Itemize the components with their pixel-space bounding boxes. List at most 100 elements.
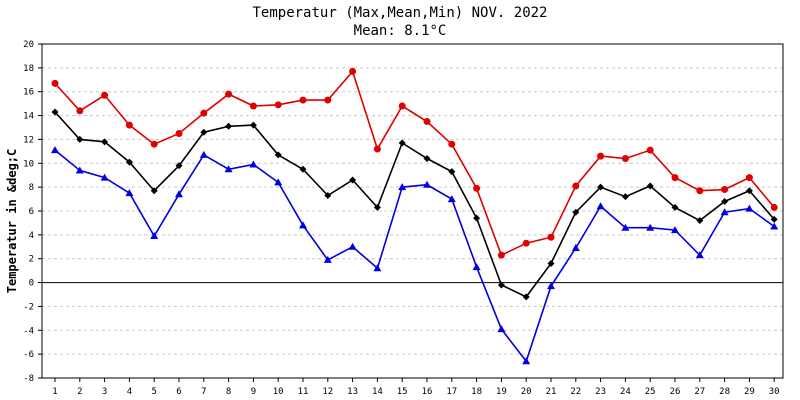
x-tick-label: 22 xyxy=(570,387,581,397)
x-tick-label: 5 xyxy=(151,387,156,397)
data-point xyxy=(51,79,59,87)
plot-frame xyxy=(41,43,784,379)
data-point xyxy=(522,239,530,247)
data-point xyxy=(522,357,531,365)
data-point xyxy=(150,140,158,148)
x-tick-label: 19 xyxy=(496,387,507,397)
data-point xyxy=(621,155,629,163)
data-point xyxy=(720,208,729,216)
data-point xyxy=(745,174,753,182)
x-tick-label: 2 xyxy=(77,387,82,397)
data-point xyxy=(572,182,580,190)
data-point xyxy=(373,145,381,153)
data-point xyxy=(721,186,729,194)
y-tick-label: -2 xyxy=(23,302,34,312)
data-point xyxy=(572,208,580,216)
x-tick-label: 24 xyxy=(620,387,631,397)
data-point xyxy=(473,214,481,222)
data-point xyxy=(299,221,307,229)
data-point xyxy=(51,108,59,116)
data-point xyxy=(101,91,109,99)
data-point xyxy=(224,165,233,173)
data-point xyxy=(101,138,109,146)
x-tick-label: 10 xyxy=(273,387,284,397)
y-tick-label: 4 xyxy=(29,231,34,241)
data-point xyxy=(76,135,84,143)
data-point xyxy=(770,203,778,211)
series-line-2 xyxy=(54,149,775,363)
x-tick-label: 4 xyxy=(127,387,132,397)
y-axis-label: Temperatur in &deg;C xyxy=(5,149,19,294)
data-point xyxy=(621,193,629,201)
data-point xyxy=(349,176,357,184)
data-point xyxy=(199,150,208,158)
x-tick-label: 12 xyxy=(322,387,333,397)
x-tick-label: 3 xyxy=(102,387,107,397)
x-tick-label: 16 xyxy=(422,387,433,397)
y-tick-label: 0 xyxy=(29,279,34,289)
data-point xyxy=(671,226,679,234)
chart-subtitle: Mean: 8.1°C xyxy=(353,23,447,39)
chart-title: Temperatur (Max,Mean,Min) NOV. 2022 xyxy=(252,5,548,21)
data-point xyxy=(497,281,505,289)
y-tick-label: -6 xyxy=(23,350,34,360)
y-tick-label: -4 xyxy=(23,326,34,336)
data-point xyxy=(274,151,282,159)
data-point xyxy=(249,121,257,129)
x-tick-label: 17 xyxy=(446,387,457,397)
data-point xyxy=(249,102,257,110)
data-point xyxy=(324,96,332,104)
data-point xyxy=(373,264,382,272)
data-point xyxy=(373,203,381,211)
series-line-1 xyxy=(54,111,775,298)
series-line-0 xyxy=(54,69,775,257)
x-tick-label: 20 xyxy=(521,387,532,397)
data-point xyxy=(497,325,506,333)
data-point xyxy=(621,223,630,231)
data-point xyxy=(597,183,605,191)
data-point xyxy=(597,152,605,160)
x-tick-label: 14 xyxy=(372,387,383,397)
data-point xyxy=(398,139,406,147)
data-point xyxy=(175,129,183,137)
data-point xyxy=(745,187,753,195)
data-point xyxy=(398,102,406,110)
data-point xyxy=(125,158,133,166)
x-tick-label: 1 xyxy=(52,387,57,397)
y-tick-label: 2 xyxy=(29,255,34,265)
data-point xyxy=(51,146,59,154)
data-point xyxy=(448,140,456,148)
data-point xyxy=(472,263,481,271)
y-tick-label: 18 xyxy=(23,64,34,74)
x-tick-label: 21 xyxy=(546,387,557,397)
data-point xyxy=(274,101,282,109)
y-tick-label: 14 xyxy=(23,112,34,122)
y-axis-ticks: -8 -6 -4 -2 0 2 4 6 8 10 12 14 16 18 20 xyxy=(23,40,42,384)
data-point xyxy=(423,155,431,163)
data-point xyxy=(100,173,109,181)
y-tick-label: 6 xyxy=(29,207,34,217)
data-point xyxy=(274,178,283,186)
data-point xyxy=(324,191,332,199)
x-tick-label: 28 xyxy=(719,387,730,397)
x-axis-ticks: 1 2 3 4 5 6 7 8 9 10 11 12 13 14 15 16 17 18 19 20 21 22 23 24 2… xyxy=(52,378,780,397)
data-point xyxy=(299,165,307,173)
x-tick-label: 7 xyxy=(201,387,206,397)
data-series xyxy=(51,67,779,365)
data-point xyxy=(423,118,431,126)
data-point xyxy=(696,187,704,195)
data-point xyxy=(348,242,357,250)
x-tick-label: 9 xyxy=(251,387,256,397)
x-tick-label: 13 xyxy=(347,387,358,397)
data-point xyxy=(125,121,133,129)
x-tick-label: 25 xyxy=(645,387,656,397)
data-point xyxy=(447,195,456,203)
data-point xyxy=(721,197,729,205)
data-point xyxy=(323,255,332,263)
data-point xyxy=(249,160,258,168)
y-tick-label: -8 xyxy=(23,374,34,384)
data-point xyxy=(646,182,654,190)
data-point xyxy=(175,190,183,198)
data-point xyxy=(150,187,158,195)
data-point xyxy=(423,180,431,188)
